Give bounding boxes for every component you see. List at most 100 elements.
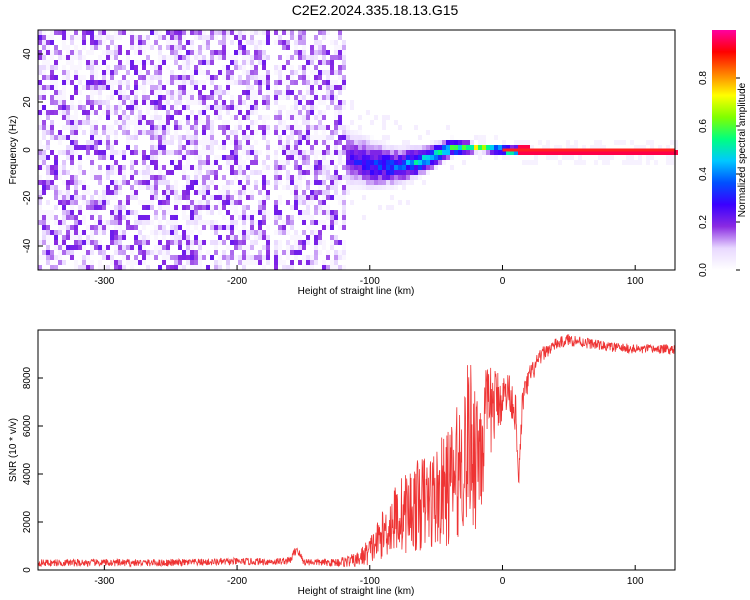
spectrogram-cell [322,35,326,40]
spectrogram-cell [314,115,318,120]
spectrogram-cell [330,100,334,105]
spectrogram-cell [90,260,94,265]
spectrogram-cell [38,190,42,195]
spectrogram-cell [306,125,310,130]
spectrogram-cell [322,135,326,140]
spectrogram-cell [346,130,350,135]
spectrogram-cell [246,155,250,160]
spectrogram-cell [166,195,170,200]
spectrogram-cell [98,150,102,155]
spectrogram-cell [54,220,58,225]
spectrogram-cell [434,140,438,145]
spectrogram-cell [50,130,54,135]
colorbar-gradient [712,30,736,270]
spectrogram-cell [226,225,230,230]
spectrogram-cell [226,180,230,185]
spectrogram-cell [254,110,258,115]
spectrogram-cell [158,165,162,170]
spectrogram-cell [50,135,54,140]
spectrogram-cell [106,80,110,85]
spectrogram-cell [674,145,678,150]
spectrogram-cell [446,125,450,130]
spectrogram-cell [154,70,158,75]
spectrogram-cell [66,105,70,110]
spectrogram-cell [118,210,122,215]
spectrogram-cell [338,85,342,90]
spectrogram-cell [106,225,110,230]
spectrogram-cell [114,30,118,35]
spectrogram-cell [322,140,326,145]
spectrogram-cell [318,110,322,115]
spectrogram-cell [146,255,150,260]
spectrogram-cell [82,230,86,235]
spectrogram-cell [98,240,102,245]
spectrogram-cell [186,115,190,120]
spectrogram-cell [302,115,306,120]
spectrogram-cell [338,155,342,160]
spectrogram-cell [174,100,178,105]
spectrogram-cell [374,165,378,170]
spectrogram-cell [250,215,254,220]
spectrogram-cell [306,110,310,115]
spectrogram-cell [254,40,258,45]
spectrogram-cell [242,210,246,215]
spectrogram-cell [46,185,50,190]
spectrogram-cell [350,135,354,140]
spectrogram-cell [182,95,186,100]
spectrogram-cell [98,80,102,85]
spectrogram-cell [174,160,178,165]
spectrogram-cell [602,160,606,165]
spectrogram-cell [194,215,198,220]
spectrogram-cell [146,200,150,205]
spectrogram-cell [206,115,210,120]
spectrogram-cell [334,120,338,125]
spectrogram-cell [198,205,202,210]
spectrogram-cell [422,180,426,185]
spectrogram-cell [302,200,306,205]
spectrogram-cell [342,150,346,155]
spectrogram-cell [318,100,322,105]
spectrogram-cell [322,225,326,230]
spectrogram-cell [106,220,110,225]
spectrogram-cell [134,240,138,245]
spectrogram-cell [582,160,586,165]
spectrogram-cell [162,205,166,210]
spectrogram-cell [190,100,194,105]
spectrogram-cell [146,265,150,270]
spectrogram-cell [150,65,154,70]
spectrogram-cell [66,180,70,185]
spectrogram-cell [474,150,478,155]
spectrogram-cell [118,265,122,270]
spectrogram-cell [58,245,62,250]
spectrogram-cell [282,45,286,50]
spectrogram-cell [190,185,194,190]
spectrogram-cell [306,210,310,215]
spectrogram-cell [150,180,154,185]
spectrogram-cell [334,165,338,170]
spectrogram-cell [250,70,254,75]
spectrogram-cell [134,85,138,90]
spectrogram-cell [226,50,230,55]
spectrogram-cell [302,65,306,70]
spectrogram-cell [38,210,42,215]
spectrogram-cell [102,85,106,90]
spectrogram-cell [254,65,258,70]
spectrogram-cell [118,230,122,235]
spectrogram-cell [170,135,174,140]
spectrogram-cell [98,195,102,200]
spectrogram-cell [170,220,174,225]
spectrogram-cell [110,35,114,40]
spectrogram-cell [282,130,286,135]
spectrogram-cell [310,230,314,235]
spectrogram-cell [74,220,78,225]
spectrogram-cell [322,260,326,265]
spectrogram-cell [330,70,334,75]
spectrogram-cell [38,140,42,145]
spectrogram-cell [294,195,298,200]
spectrogram-cell [114,120,118,125]
spectrogram-cell [210,255,214,260]
spectrogram-cell [274,110,278,115]
spectrogram-cell [602,150,606,155]
spectrogram-cell [178,40,182,45]
spectrogram-cell [330,240,334,245]
